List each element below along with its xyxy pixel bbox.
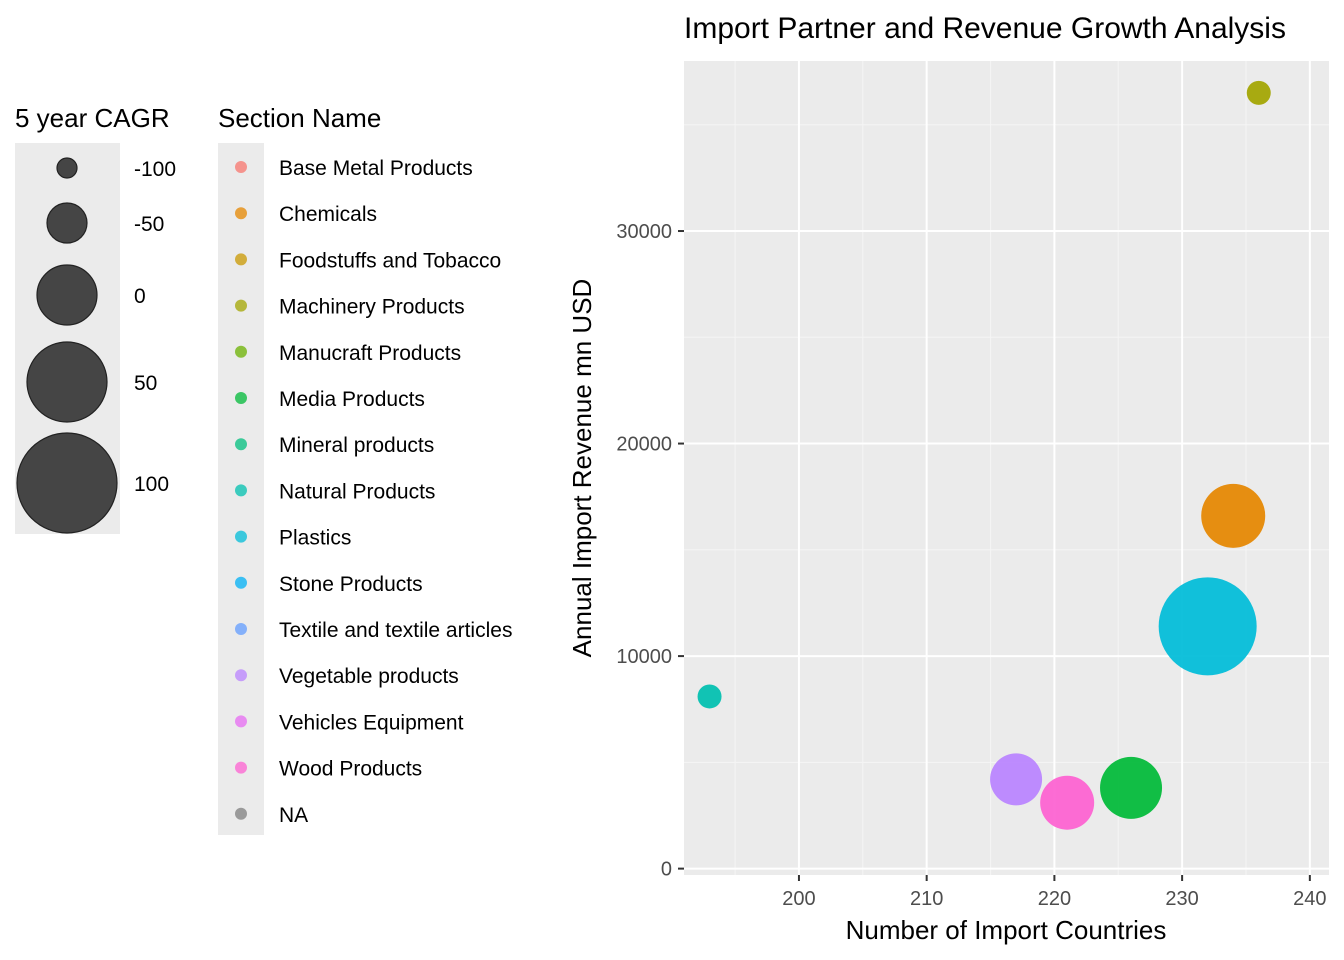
color-legend-label: Wood Products [279,758,422,781]
color-legend-key [235,299,247,312]
data-point-wood-products [1040,775,1095,830]
color-legend-key [235,438,247,451]
color-legend-label: Vehicles Equipment [279,711,464,734]
color-legend-label: Textile and textile articles [279,619,512,642]
color-legend-key [235,623,247,635]
y-tick-label: 30000 [616,221,672,243]
size-legend-key [16,432,118,534]
data-point-plastics [1158,577,1257,676]
color-legend-key [235,207,247,220]
x-tick-label: 200 [782,888,815,910]
color-legend-label: Mineral products [279,434,434,457]
y-tick-label: 0 [661,859,672,881]
color-legend: Section Name Base Metal Products Chemical… [218,103,512,835]
y-tick-label: 10000 [616,646,672,668]
color-legend-label: Chemicals [279,203,377,226]
color-legend-key [235,715,247,728]
color-legend-label: Plastics [279,527,351,550]
x-tick-label: 210 [910,888,943,910]
size-legend-key [36,264,98,326]
size-legend-label: 50 [134,372,157,395]
size-legend-label: 100 [134,473,169,496]
color-legend-label: Manucraft Products [279,342,461,365]
color-legend-key [235,161,247,173]
color-legend-label: Vegetable products [279,665,459,688]
color-legend-label: Machinery Products [279,296,465,319]
data-point-machinery-products [1246,80,1271,105]
color-legend-label: Stone Products [279,573,423,596]
x-tick-label: 220 [1038,888,1071,910]
size-legend-label: -50 [134,213,164,236]
data-points [697,80,1271,830]
x-tick-label: 240 [1293,888,1326,910]
size-legend: 5 year CAGR -100 -50 0 50 100 [15,103,176,534]
color-legend-key [235,392,247,404]
color-legend-label: Media Products [279,388,425,411]
color-legend-key [235,761,247,774]
data-point-natural-products [697,684,722,709]
color-legend-title: Section Name [218,103,381,133]
color-legend-key [235,669,247,682]
data-point-chemicals [1201,483,1266,548]
color-legend-label: Base Metal Products [279,157,473,180]
size-legend-key [26,341,108,423]
size-legend-label: -100 [134,158,176,181]
data-point-vegetable-products [990,753,1043,806]
plot-panel [684,61,1329,875]
chart-title: Import Partner and Revenue Growth Analys… [684,12,1286,45]
color-legend-key [235,345,247,358]
x-tick-label: 230 [1165,888,1198,910]
x-axis-title: Number of Import Countries [846,915,1167,945]
color-legend-key [235,484,247,497]
axis-ticks: 200 210 220 230 240 0 10000 20000 30000 [616,221,1326,910]
data-point-media-products [1100,756,1163,819]
y-axis-title: Annual Import Revenue mn USD [567,279,597,658]
size-legend-title: 5 year CAGR [15,103,170,133]
size-legend-key [56,157,78,179]
y-tick-label: 20000 [616,434,672,456]
color-legend-label: Foodstuffs and Tobacco [279,249,501,272]
color-legend-key [235,576,247,589]
color-legend-key [235,530,247,543]
color-legend-key [235,807,247,820]
color-legend-label: NA [279,804,308,827]
size-legend-label: 0 [134,285,146,308]
grid-minor [684,61,1329,875]
color-legend-label: Natural Products [279,480,435,503]
size-legend-key [46,202,88,244]
color-legend-key [235,253,247,266]
